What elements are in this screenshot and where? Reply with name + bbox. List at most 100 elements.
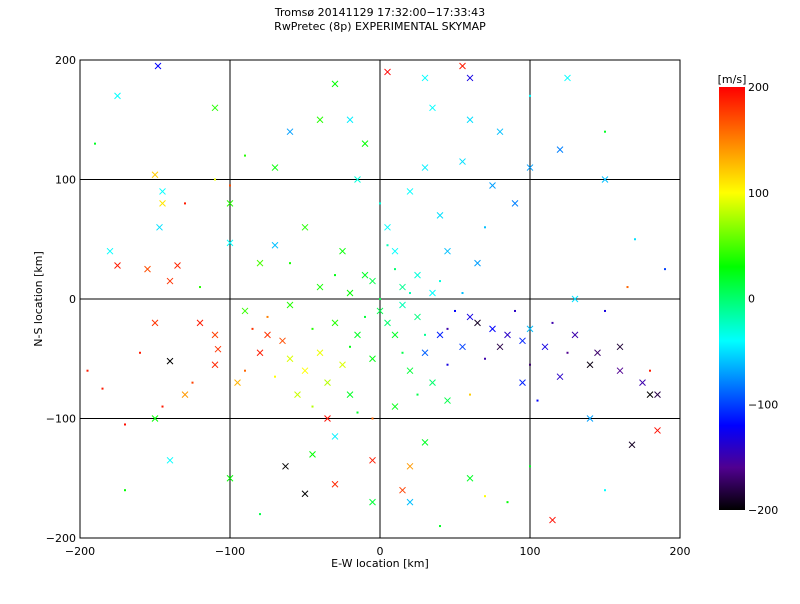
data-point-dot [604,130,606,133]
data-point-cross [264,331,271,339]
data-point-cross [406,188,414,195]
data-point-dot [199,286,201,289]
data-point-cross [406,462,414,470]
data-point-cross [331,433,339,440]
data-point-dot [191,381,194,384]
data-point-cross [271,241,279,249]
data-point-cross [369,355,376,363]
data-point-cross [444,247,451,255]
data-point-dot [86,369,89,372]
data-point-dot [371,417,374,420]
colorbar-tick-labels: 200 100 0 −100 −200 [748,81,778,517]
data-point-cross [226,200,234,207]
colorbar-tick-label: 100 [748,187,769,200]
data-point-cross [414,271,421,279]
data-point-cross [414,313,421,321]
data-point-dot [529,465,531,468]
data-point-cross [594,349,601,357]
data-point-cross [226,474,234,482]
data-point-cross [156,223,163,231]
data-point-dot [334,274,336,277]
data-point-cross [339,361,346,369]
y-tick-label: 0 [69,293,76,306]
data-point-cross [549,516,556,524]
data-point-cross [421,74,429,82]
data-point-dot [251,327,254,330]
data-point-cross [616,367,624,375]
data-point-cross [361,271,369,279]
data-point-cross [234,379,241,387]
data-point-cross [391,403,399,410]
data-point-cross [474,319,481,327]
data-point-dot [356,411,359,414]
x-tick-label: −200 [65,545,95,558]
data-point-cross [294,391,301,398]
data-point-cross [151,171,159,179]
data-point-dot [506,501,509,504]
data-point-cross [346,116,354,124]
data-point-cross [399,486,406,494]
data-point-cross [256,259,264,267]
data-point-cross [474,259,481,267]
y-axis-label: N-S location [km] [32,251,45,347]
data-point-cross [466,474,474,482]
data-point-cross [286,301,294,309]
data-point-cross [511,200,519,207]
data-point-cross [174,262,181,269]
data-point-dot [469,393,471,396]
data-point-cross [211,331,219,339]
data-point-cross [519,379,526,387]
data-point-cross [282,462,289,470]
chart-title: Tromsø 20141129 17:32:00−17:33:43 [274,6,485,19]
data-point-cross [601,176,609,183]
data-point-cross [346,289,354,297]
x-tick-labels: −200 −100 0 100 200 [65,545,691,558]
colorbar-tick-label: −100 [748,398,778,411]
data-point-cross [331,80,339,88]
data-point-cross [316,349,324,357]
data-point-dot [604,309,606,312]
data-point-cross [151,415,159,422]
data-point-cross [159,188,166,195]
data-point-dot [214,178,216,181]
chart-subtitle: RwPretec (8p) EXPERIMENTAL SKYMAP [274,20,486,33]
data-point-dot [484,357,486,360]
data-point-dot [244,369,246,372]
data-point-dot [229,184,231,187]
data-point-cross [496,128,504,136]
data-point-cross [616,343,624,351]
plot-frame [79,59,681,539]
data-point-dot [566,351,569,354]
data-point-cross [154,62,162,70]
data-point-cross [444,397,451,404]
data-point-cross [114,92,121,100]
data-point-cross [459,62,466,70]
data-point-cross [159,200,166,207]
data-point-cross [406,367,414,375]
data-point-cross [429,104,436,112]
data-point-cross [339,247,346,255]
data-point-cross [214,345,222,353]
data-point-dot [379,298,381,300]
data-point-dot [649,369,651,372]
data-point-dot [139,351,141,354]
data-point-dot [311,405,314,408]
data-point-dot [536,399,539,402]
data-point-dot [409,292,411,295]
data-point-cross [496,343,504,351]
data-point-cross [369,498,376,506]
data-point-cross [654,391,661,398]
data-point-cross [466,116,474,124]
data-point-dot [446,327,449,330]
data-point-cross [271,164,279,171]
data-point-cross [324,415,331,422]
data-point-cross [586,415,594,422]
data-point-cross [331,480,339,488]
data-point-dot [364,315,366,318]
data-point-cross [384,68,391,76]
data-point-cross [384,223,391,231]
y-tick-label: −200 [46,532,76,545]
data-point-cross [301,490,309,498]
data-point-dot [349,345,351,348]
